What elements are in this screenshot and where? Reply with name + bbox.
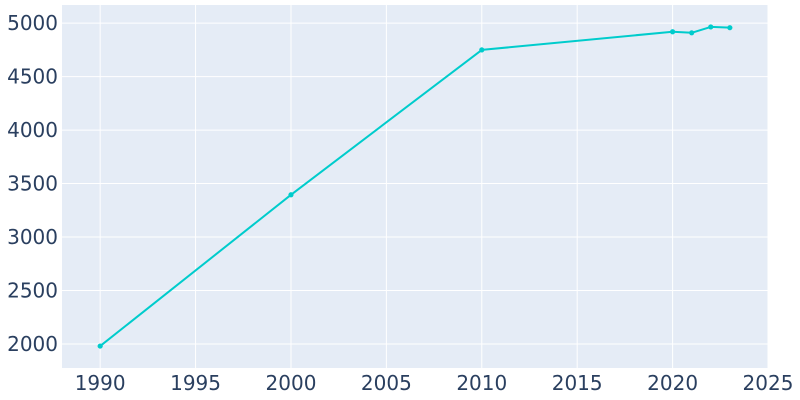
data-point: [708, 24, 714, 30]
data-point: [727, 25, 733, 31]
x-tick-label: 2015: [552, 371, 603, 395]
x-tick-label: 2005: [361, 371, 412, 395]
data-point: [689, 30, 695, 36]
plot-background: [62, 5, 768, 368]
data-point: [479, 47, 485, 53]
y-tick-label: 5000: [7, 11, 58, 35]
data-point: [288, 192, 294, 198]
data-point: [669, 29, 676, 35]
series-layer: [97, 24, 733, 349]
vertical-gridlines: [99, 5, 769, 368]
y-axis-tick-labels: 2000 2500 3000 3500 4000 4500 5000: [7, 11, 58, 356]
x-tick-label: 2025: [743, 371, 794, 395]
x-tick-label: 2020: [647, 371, 698, 395]
y-tick-label: 4000: [7, 118, 58, 142]
y-tick-label: 4500: [7, 65, 58, 89]
x-axis-tick-labels: 1990 1995 2000 2005 2010 2015 2020 2025: [75, 371, 794, 395]
horizontal-gridlines: [62, 22, 768, 345]
x-tick-label: 1990: [75, 371, 126, 395]
y-tick-label: 2000: [7, 332, 58, 356]
x-tick-label: 2010: [456, 371, 507, 395]
y-tick-label: 3000: [7, 225, 58, 249]
x-tick-label: 2000: [266, 371, 317, 395]
x-tick-label: 1995: [170, 371, 221, 395]
data-point: [97, 343, 103, 349]
y-tick-label: 2500: [7, 278, 58, 302]
y-tick-label: 3500: [7, 172, 58, 196]
